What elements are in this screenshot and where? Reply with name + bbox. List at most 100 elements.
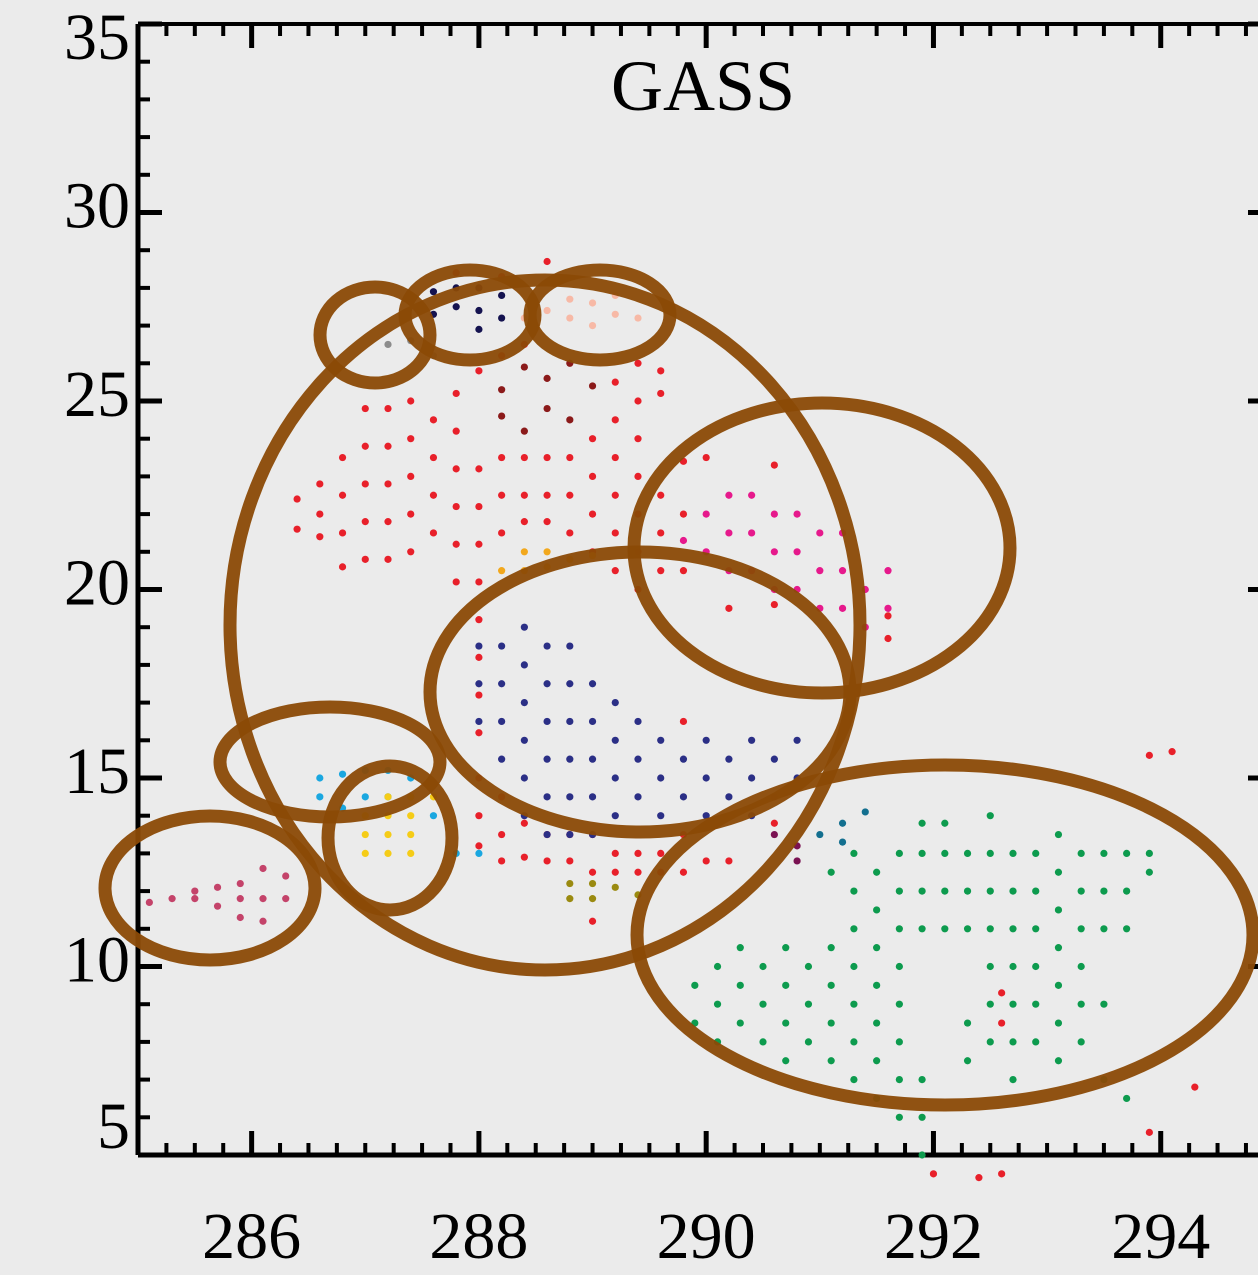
point (986, 1000, 994, 1008)
point (611, 567, 619, 575)
point (407, 510, 415, 518)
point (634, 435, 642, 443)
point (611, 736, 619, 744)
point (1168, 748, 1176, 756)
ring (630, 758, 1258, 1112)
point (736, 944, 744, 952)
point (895, 887, 903, 895)
point (407, 849, 415, 858)
point (588, 879, 597, 888)
point (827, 868, 835, 876)
point (566, 491, 574, 499)
annotation-rings (98, 263, 1258, 1112)
point (770, 600, 778, 609)
point (475, 842, 483, 850)
point (702, 812, 710, 820)
point (1077, 1000, 1085, 1008)
point (384, 555, 392, 563)
point (566, 314, 574, 322)
point (1077, 925, 1085, 933)
point (1145, 1128, 1153, 1136)
point (1009, 925, 1017, 933)
point (520, 427, 528, 435)
point (236, 895, 244, 903)
point (611, 849, 619, 858)
point (634, 397, 642, 405)
point (770, 830, 778, 839)
y-tick-label: 15 (64, 735, 130, 808)
point (498, 491, 506, 499)
point (963, 887, 972, 895)
point (1009, 1038, 1017, 1046)
point (498, 529, 506, 537)
point (259, 917, 267, 925)
point (611, 883, 619, 891)
point (816, 567, 824, 575)
point (282, 895, 290, 903)
point (1100, 887, 1108, 895)
point (679, 868, 688, 876)
point (361, 830, 369, 839)
point (588, 917, 597, 925)
point (884, 604, 892, 612)
point (520, 363, 528, 371)
point (941, 819, 949, 827)
point (475, 691, 483, 699)
point (361, 442, 369, 450)
point (361, 404, 369, 413)
point (1054, 906, 1063, 914)
ring (321, 759, 459, 917)
point (986, 849, 994, 858)
ring (313, 280, 437, 390)
point (770, 510, 778, 518)
point (918, 819, 926, 827)
point (145, 898, 153, 907)
point (475, 680, 483, 688)
axes: 5 10 15 20 25 30 35 286 288 290 292 294 (64, 1, 1258, 1273)
point (520, 736, 528, 744)
point (316, 774, 324, 782)
point (384, 518, 392, 526)
point (748, 491, 756, 499)
point (611, 378, 619, 386)
point (1054, 944, 1063, 952)
point (282, 872, 290, 880)
point (1009, 887, 1017, 895)
point (498, 755, 506, 763)
point (679, 510, 688, 518)
point (384, 404, 392, 413)
point (634, 849, 642, 858)
point (1077, 1038, 1085, 1046)
point (475, 849, 483, 858)
point (475, 653, 483, 661)
point (963, 849, 972, 858)
point (1145, 751, 1153, 759)
point (759, 1000, 767, 1008)
point (1009, 962, 1017, 971)
point (1077, 962, 1085, 971)
point (498, 291, 506, 300)
point (1054, 981, 1063, 989)
point (725, 755, 733, 763)
point (736, 981, 744, 989)
point (895, 849, 903, 858)
point (782, 944, 790, 952)
point (543, 793, 551, 801)
point (429, 288, 438, 296)
point (827, 1019, 835, 1027)
point (816, 830, 824, 839)
point (895, 1076, 903, 1084)
point (452, 303, 460, 311)
point (759, 962, 767, 971)
point (384, 340, 392, 349)
point (543, 830, 551, 839)
point (1009, 849, 1017, 858)
point (1054, 868, 1063, 876)
point (634, 755, 642, 763)
point (998, 989, 1006, 997)
point (770, 755, 778, 763)
point (634, 868, 642, 876)
point (873, 1019, 881, 1027)
point (543, 453, 551, 462)
